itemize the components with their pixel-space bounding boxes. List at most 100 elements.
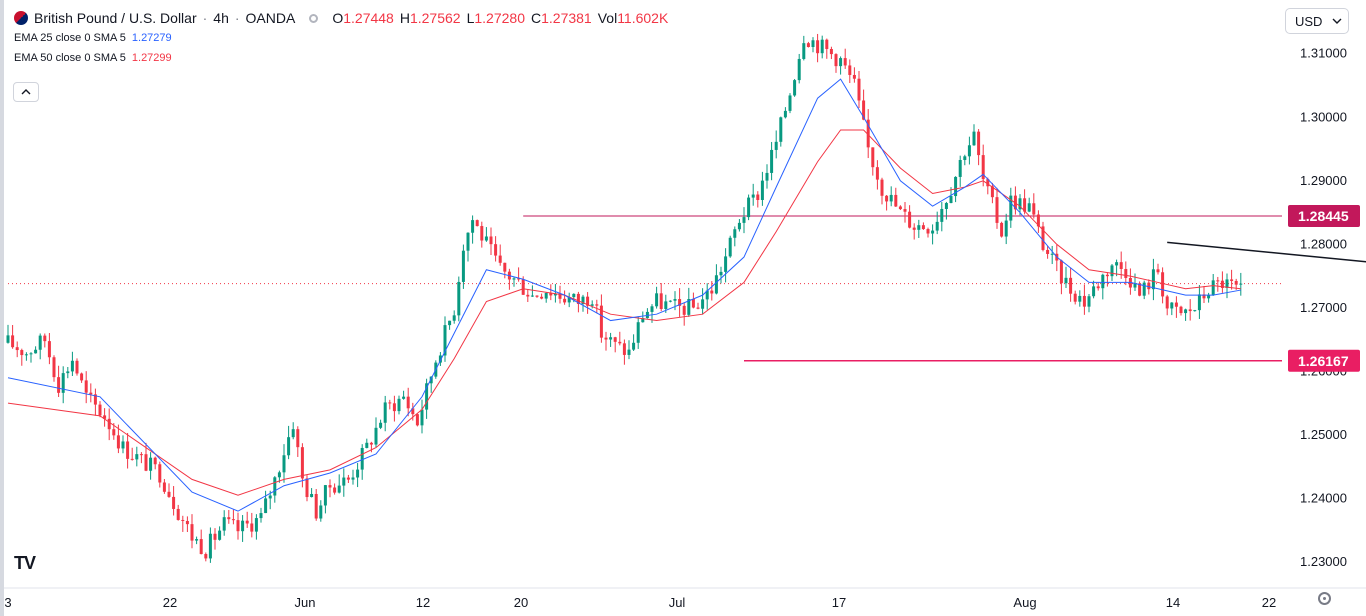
candle-body: [604, 337, 608, 340]
candle-body: [392, 403, 396, 412]
candle-body: [885, 195, 889, 202]
ohlc-high-value: 1.27562: [409, 10, 461, 26]
candle-body: [388, 402, 392, 404]
ema25-line: [7, 78, 1241, 512]
gear-icon[interactable]: [1318, 592, 1331, 605]
candle-body: [116, 435, 120, 449]
candle-body: [1156, 269, 1160, 273]
candle-body: [581, 296, 585, 304]
x-tick-label: 17: [832, 595, 846, 610]
candle-body: [1018, 198, 1022, 210]
candle-body: [319, 505, 323, 519]
candle-body: [972, 131, 976, 146]
candle-body: [691, 299, 695, 308]
candle-body: [351, 477, 355, 480]
candle-body: [954, 176, 958, 197]
candle-body: [429, 376, 433, 384]
candle-body: [632, 342, 636, 350]
candle-body: [655, 293, 659, 307]
resistance-price-label-box: [1288, 205, 1360, 228]
candle-body: [857, 78, 861, 101]
interval[interactable]: 4h: [213, 10, 229, 26]
candle-body: [742, 217, 746, 223]
candle-body: [1004, 220, 1008, 237]
x-tick-label: Jun: [295, 595, 316, 610]
x-tick-label: 3: [4, 595, 11, 610]
candle-body: [1220, 280, 1224, 288]
candle-body: [576, 293, 580, 304]
candle-body: [852, 74, 856, 79]
indicator-ema50[interactable]: EMA 50 close 0 SMA 5 1.27299: [14, 48, 668, 68]
candle-body: [342, 477, 346, 486]
candle-body: [940, 208, 944, 222]
candle-body: [1023, 198, 1027, 212]
candle-body: [287, 437, 291, 456]
candle-body: [1170, 302, 1174, 309]
candle-body: [829, 48, 833, 55]
x-tick-label: 12: [416, 595, 430, 610]
indicator-ema25[interactable]: EMA 25 close 0 SMA 5 1.27279: [14, 28, 668, 48]
candle-body: [268, 495, 272, 499]
candle-body: [558, 293, 562, 299]
candle-body: [38, 335, 42, 350]
candle-body: [172, 496, 176, 509]
candle-body: [75, 360, 79, 374]
candle-body: [153, 457, 157, 465]
candle-body: [521, 279, 525, 295]
candle-body: [1193, 310, 1197, 312]
candle-body: [1092, 286, 1096, 297]
candle-body: [512, 278, 516, 280]
support-price-label: 1.26167: [1298, 353, 1349, 369]
candle-body: [926, 229, 930, 234]
ohlc-high-key: H: [399, 10, 410, 26]
ohlc-close-key: C: [530, 10, 542, 26]
ohlc-low-key: L: [466, 10, 475, 26]
symbol-row[interactable]: British Pound / U.S. Dollar · 4h · OANDA…: [14, 8, 668, 28]
candle-body: [1142, 282, 1146, 296]
candle-body: [480, 226, 484, 241]
volume-value: 11.602K: [617, 10, 669, 26]
candle-body: [921, 225, 925, 230]
candle-body: [438, 355, 442, 363]
candle-body: [66, 371, 70, 374]
candle-body: [425, 383, 429, 410]
candle-body: [291, 429, 295, 438]
candle-body: [93, 394, 97, 405]
candle-body: [112, 429, 116, 436]
collapse-legend-button[interactable]: [13, 82, 39, 102]
candle-body: [540, 296, 544, 299]
candle-body: [862, 100, 866, 120]
candle-body: [1151, 269, 1155, 290]
y-tick-label: 1.25000: [1300, 427, 1347, 442]
candle-body: [121, 441, 125, 449]
candle-body: [935, 221, 939, 231]
candle-body: [889, 194, 893, 202]
candle-body: [613, 337, 617, 342]
candle-body: [751, 194, 755, 198]
candle-body: [176, 508, 180, 520]
tradingview-logo[interactable]: TV: [14, 553, 36, 573]
candle-body: [816, 40, 820, 54]
candle-body: [158, 464, 162, 483]
candle-body: [765, 172, 769, 181]
candle-body: [328, 485, 332, 488]
candle-body: [1046, 249, 1050, 254]
candle-body: [825, 39, 829, 49]
ohlc-open-value: 1.27448: [343, 10, 394, 26]
support-price-label-box: [1288, 349, 1360, 372]
candle-body: [103, 415, 107, 419]
candle-body: [1124, 268, 1128, 278]
candle-body: [222, 517, 226, 531]
candle-body: [990, 186, 994, 198]
candle-body: [1096, 286, 1100, 289]
candle-body: [839, 58, 843, 67]
candle-body: [227, 517, 231, 520]
candle-body: [1239, 283, 1243, 285]
candle-body: [369, 442, 373, 445]
candle-body: [917, 225, 921, 230]
candle-body: [213, 533, 217, 540]
y-tick-label: 1.31000: [1300, 46, 1347, 61]
currency-selector[interactable]: USD: [1285, 8, 1349, 34]
candle-body: [894, 194, 898, 207]
